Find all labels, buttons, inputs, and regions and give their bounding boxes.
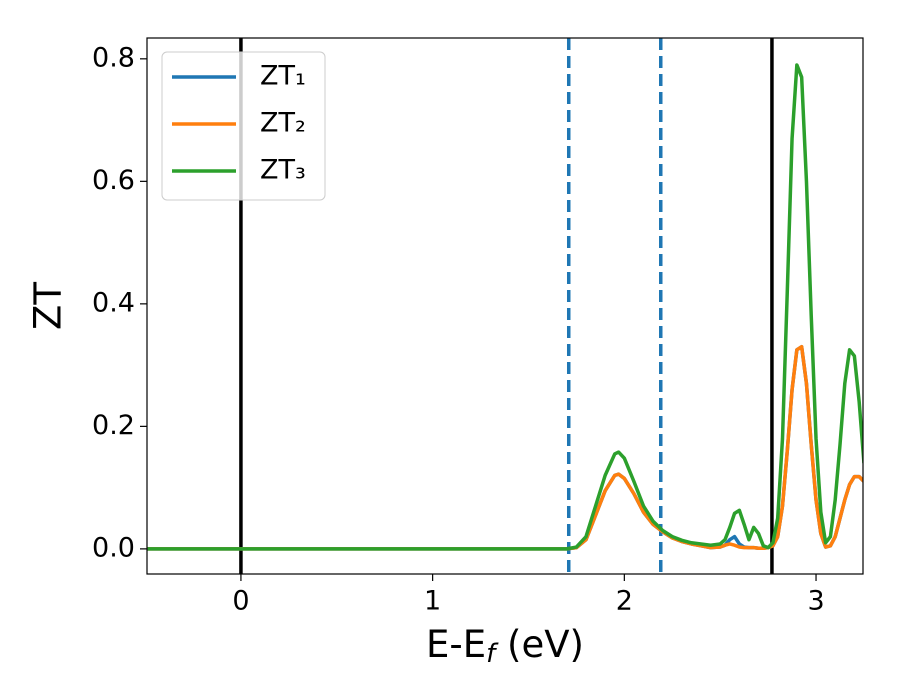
data-line: [147, 63, 863, 551]
legend-box: [161, 51, 326, 201]
y-tick-label: 0.0: [92, 532, 135, 563]
y-axis-label: ZT: [27, 282, 70, 330]
y-tick-label: 0.6: [92, 165, 135, 196]
legend-label: ZT₂: [260, 108, 306, 139]
legend-label: ZT₃: [260, 155, 306, 186]
data-line: [147, 344, 863, 551]
y-tick-label: 0.2: [92, 410, 135, 441]
legend-label: ZT₁: [260, 61, 306, 92]
y-tick-label: 0.4: [92, 287, 135, 318]
y-tick-label: 0.8: [92, 42, 135, 73]
x-tick-label: 1: [424, 586, 441, 617]
x-label-part: E-E: [426, 623, 486, 666]
plot-frame: [146, 37, 864, 575]
x-label-part: (eV): [495, 623, 584, 666]
x-axis-label: E-Ef (eV): [426, 623, 584, 669]
x-tick-label: 0: [232, 586, 249, 617]
x-tick-label: 3: [807, 586, 824, 617]
data-line: [147, 344, 863, 551]
x-tick-label: 2: [616, 586, 633, 617]
